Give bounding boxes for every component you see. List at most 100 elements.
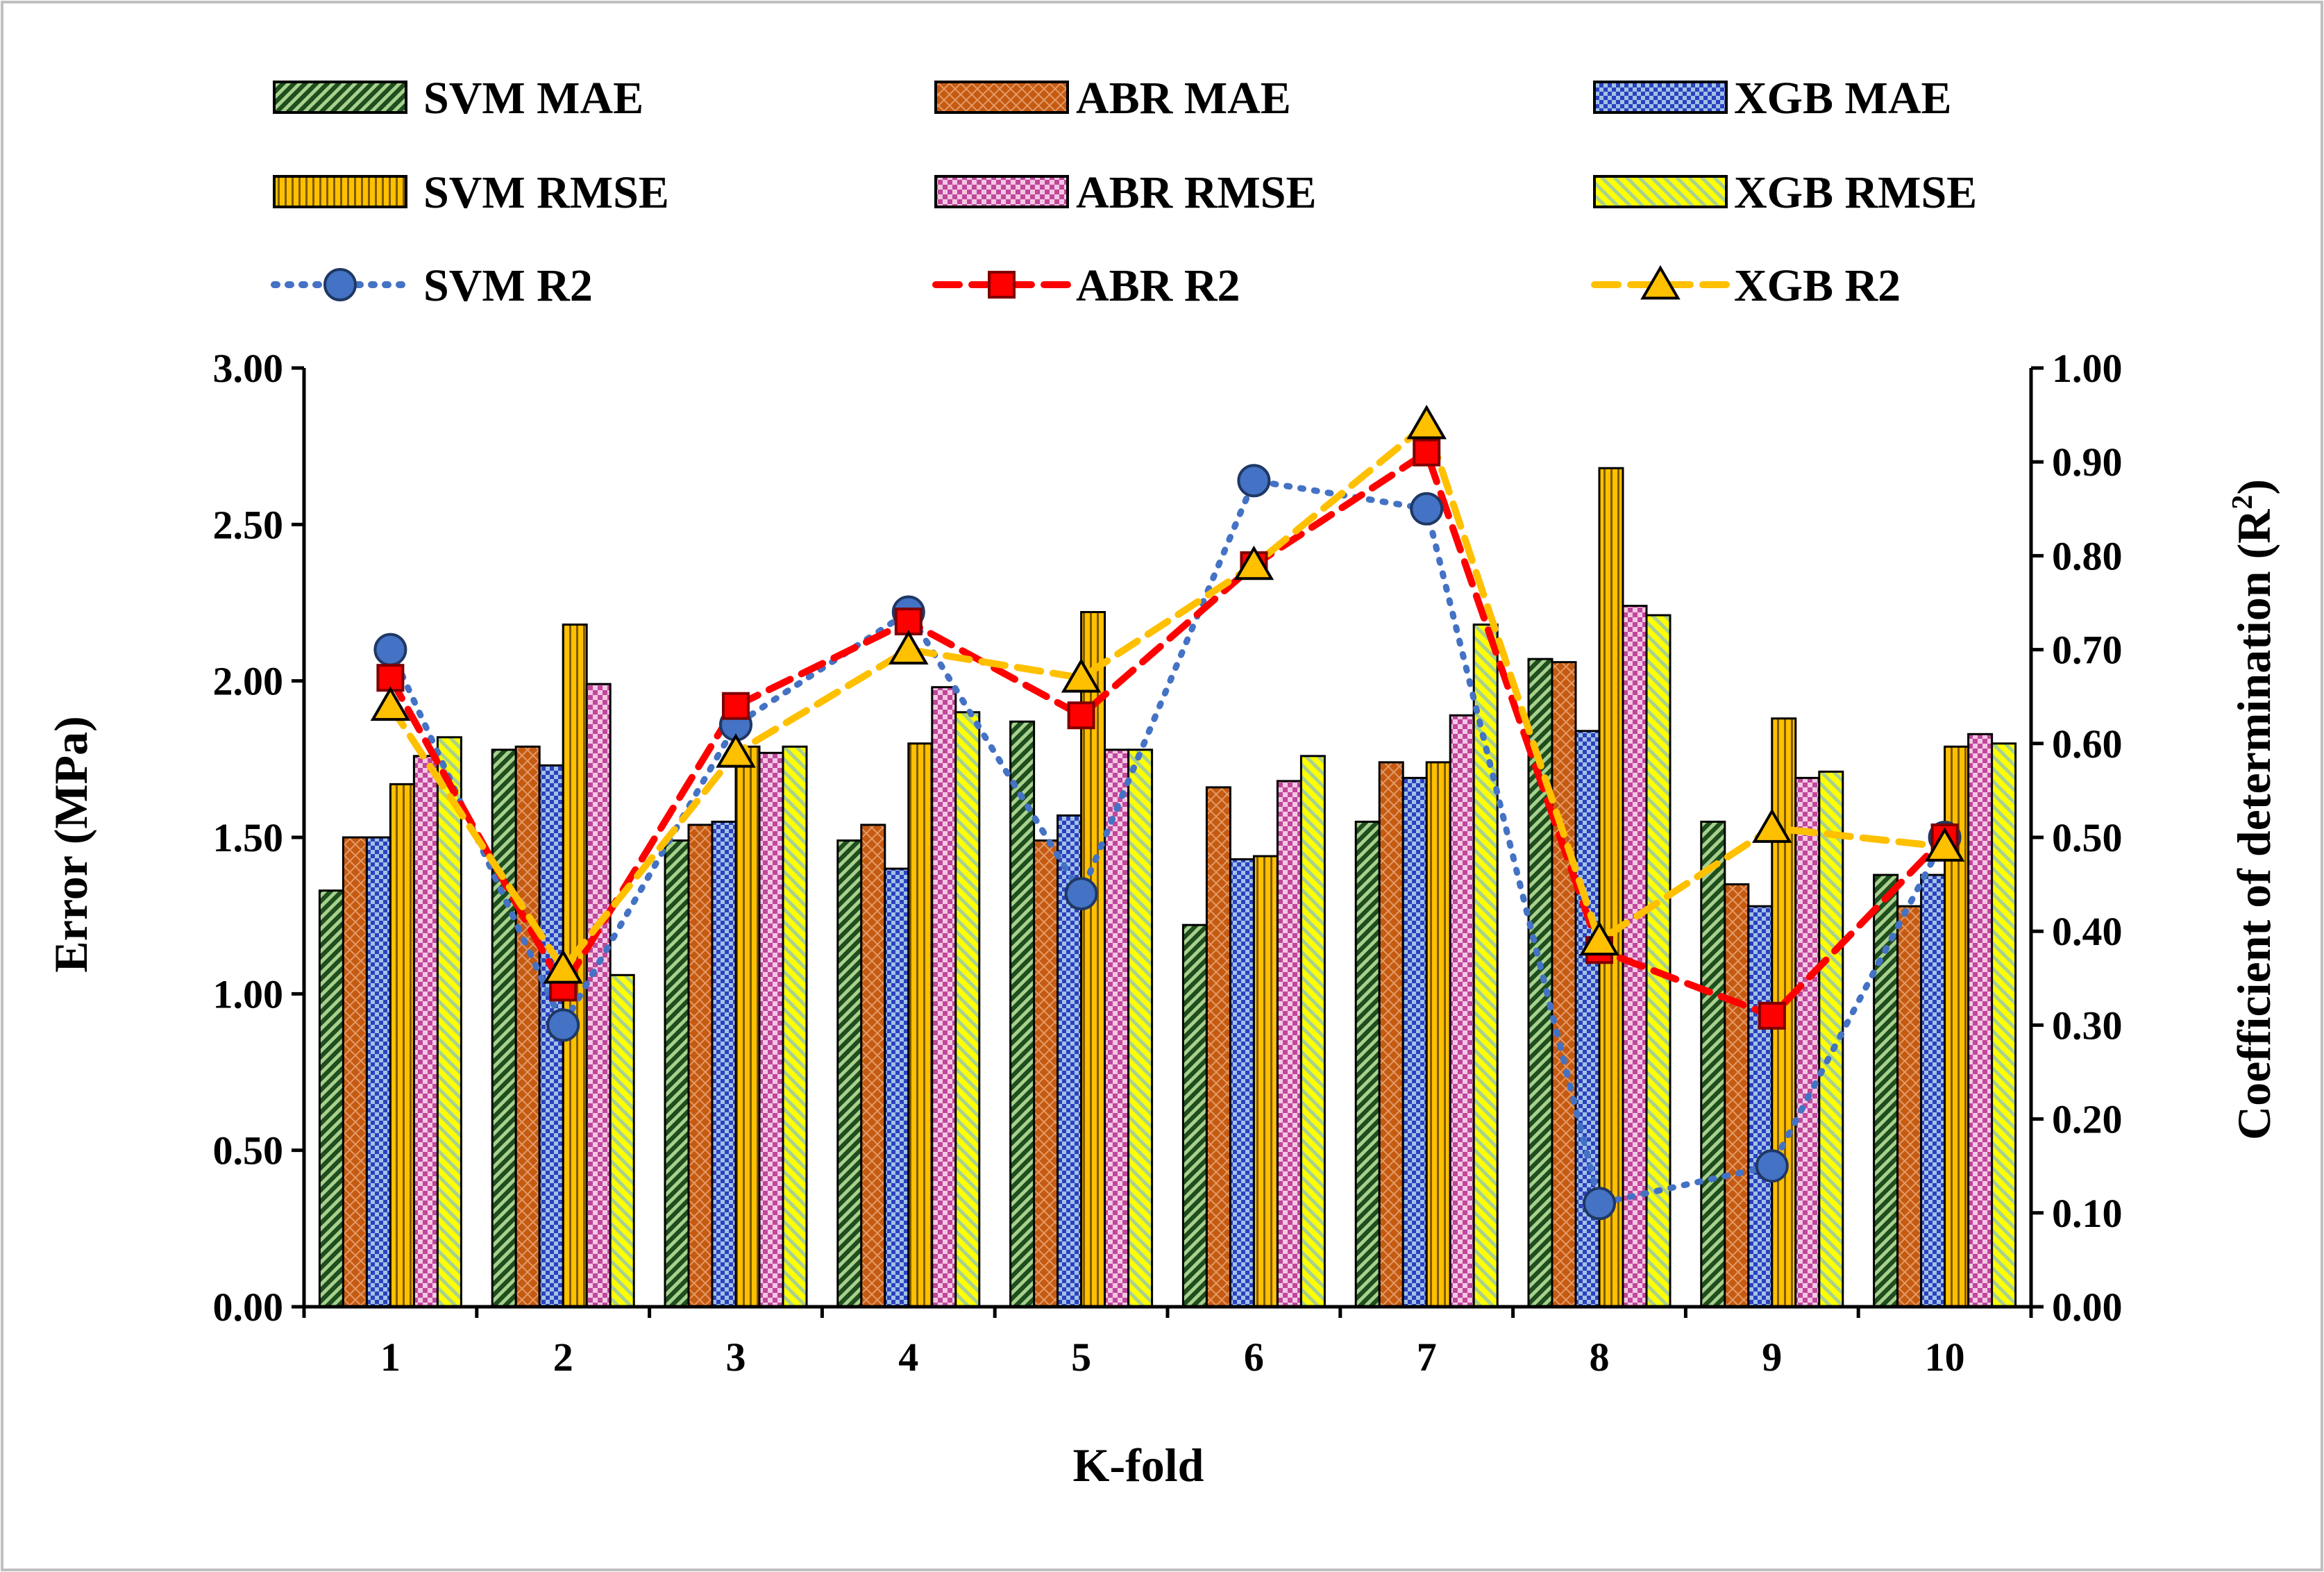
legend-label-svm-mae: SVM MAE [423, 73, 643, 124]
bar-abr-rmse-fold-4 [931, 686, 957, 1308]
legend-item-xgb-rmse: XGB RMSE [1593, 167, 1977, 218]
bar-abr-mae-fold-5 [1033, 839, 1059, 1308]
line-svm-r2 [387, 477, 1948, 1207]
y2-tick-label: 0.80 [2052, 533, 2123, 578]
legend-item-xgb-r2: XGB R2 [1591, 260, 1901, 311]
bar-svm-mae-fold-7 [1354, 820, 1381, 1308]
legend-swatch-xgb-rmse [1593, 175, 1728, 208]
legend-swatch-abr-rmse [934, 175, 1069, 208]
bar-abr-mae-fold-7 [1378, 761, 1404, 1308]
bar-svm-mae-fold-2 [491, 749, 517, 1308]
y2-axis-title: Coefficient of determination (R2) [2227, 479, 2280, 1140]
marker-xgb-r2-fold-2 [543, 949, 583, 984]
legend-swatch-svm-rmse [273, 175, 407, 208]
bar-abr-rmse-fold-8 [1622, 605, 1648, 1308]
legend-label-abr-rmse: ABR RMSE [1076, 167, 1317, 218]
bar-abr-mae-fold-4 [860, 823, 886, 1308]
y2-tick-label: 0.00 [2052, 1285, 2123, 1330]
bar-abr-rmse-fold-6 [1276, 780, 1302, 1308]
legend-item-abr-mae: ABR MAE [934, 73, 1291, 124]
bar-xgb-rmse-fold-6 [1299, 755, 1326, 1308]
bar-xgb-mae-fold-10 [1920, 873, 1946, 1308]
bar-abr-mae-fold-6 [1205, 786, 1231, 1308]
bar-svm-mae-fold-5 [1009, 720, 1036, 1308]
marker-xgb-r2-fold-9 [1752, 808, 1792, 843]
marker-svm-r2-fold-2 [546, 1008, 580, 1042]
bar-abr-rmse-fold-2 [585, 683, 612, 1308]
bar-svm-rmse-fold-6 [1252, 855, 1279, 1308]
line-xgb-r2 [387, 421, 1948, 973]
y2-tick-label: 0.10 [2052, 1191, 2123, 1236]
marker-abr-r2-fold-5 [1067, 701, 1095, 730]
bar-abr-mae-fold-8 [1551, 661, 1577, 1308]
legend-swatch-svm-mae [273, 81, 407, 114]
marker-abr-r2-fold-7 [1413, 438, 1441, 467]
y2-tick-label: 0.70 [2052, 628, 2123, 673]
x-tick-label: 3 [726, 1335, 746, 1380]
legend-marker-xgb-r2 [1640, 265, 1681, 300]
legend-swatch-xgb-mae [1593, 81, 1728, 114]
x-tick-label: 7 [1417, 1335, 1437, 1380]
bar-svm-mae-fold-6 [1181, 923, 1208, 1308]
legend-label-xgb-mae: XGB MAE [1734, 73, 1952, 124]
x-axis-title: K-fold [1073, 1439, 1204, 1491]
bar-svm-rmse-fold-8 [1598, 467, 1624, 1308]
legend-swatch-abr-mae [934, 81, 1069, 114]
axes: 0.00 0.50 1.00 1.50 2.00 2.50 3.00 0.00 0.10 0.20… [213, 346, 2123, 1380]
y2-tick-label: 0.40 [2052, 909, 2123, 954]
bar-svm-rmse-fold-7 [1425, 761, 1451, 1308]
legend-marker-svm-r2 [323, 268, 357, 301]
y-tick-label: 3.00 [213, 346, 284, 391]
y2-tick-label: 0.20 [2052, 1097, 2123, 1142]
bar-svm-rmse-fold-3 [734, 745, 761, 1308]
line-abr-r2 [387, 449, 1948, 1019]
x-tick-label: 5 [1071, 1335, 1091, 1380]
marker-svm-r2-fold-7 [1410, 492, 1444, 526]
bar-abr-rmse-fold-9 [1794, 776, 1821, 1308]
bar-xgb-rmse-fold-1 [436, 736, 462, 1308]
marker-xgb-r2-fold-1 [370, 686, 411, 721]
legend-label-svm-r2: SVM R2 [423, 260, 593, 311]
legend-label-abr-r2: ABR R2 [1076, 260, 1240, 311]
bar-xgb-mae-fold-9 [1747, 905, 1774, 1308]
y-tick-label: 1.50 [213, 815, 284, 860]
bar-abr-mae-fold-10 [1896, 905, 1923, 1308]
bar-svm-mae-fold-9 [1700, 820, 1726, 1308]
bar-xgb-rmse-fold-3 [782, 745, 808, 1308]
bar-abr-rmse-fold-10 [1967, 733, 1994, 1308]
bar-xgb-mae-fold-6 [1229, 858, 1255, 1308]
y-tick-label: 2.50 [213, 502, 284, 547]
marker-xgb-r2-fold-6 [1233, 545, 1274, 580]
marker-svm-r2-fold-1 [373, 633, 407, 667]
legend-label-abr-mae: ABR MAE [1076, 73, 1291, 124]
bar-xgb-rmse-fold-8 [1645, 614, 1672, 1308]
marker-xgb-r2-fold-7 [1406, 404, 1447, 440]
y-axis-title: Error (MPa) [44, 716, 97, 972]
legend-label-xgb-rmse: XGB RMSE [1734, 167, 1977, 218]
bar-xgb-rmse-fold-5 [1127, 749, 1154, 1308]
legend-item-xgb-mae: XGB MAE [1593, 73, 1952, 124]
marker-xgb-r2-fold-10 [1924, 827, 1965, 862]
y-tick-label: 2.00 [213, 659, 284, 704]
legend: SVM MAE ABR MAE XGB MAE SVM RMSE ABR RMSE XGB… [271, 73, 1977, 311]
legend-item-abr-r2: ABR R2 [932, 260, 1240, 311]
y-tick-label: 1.00 [213, 971, 284, 1017]
marker-svm-r2-fold-8 [1583, 1187, 1616, 1221]
y2-tick-label: 1.00 [2052, 346, 2123, 391]
y2-tick-label: 0.90 [2052, 440, 2123, 485]
y-tick-label: 0.00 [213, 1285, 284, 1330]
y2-tick-label: 0.30 [2052, 1003, 2123, 1048]
x-tick-label: 2 [553, 1335, 573, 1380]
bar-xgb-mae-fold-4 [884, 867, 910, 1308]
bar-xgb-rmse-fold-4 [954, 711, 981, 1308]
bar-xgb-mae-fold-7 [1401, 776, 1428, 1308]
marker-abr-r2-fold-9 [1758, 1001, 1786, 1030]
marker-xgb-r2-fold-4 [889, 630, 929, 664]
marker-xgb-r2-fold-5 [1061, 658, 1102, 693]
bar-xgb-mae-fold-1 [365, 836, 391, 1308]
bar-svm-mae-fold-3 [664, 839, 690, 1308]
y-tick-label: 0.50 [213, 1128, 284, 1173]
bar-xgb-rmse-fold-2 [609, 973, 635, 1308]
